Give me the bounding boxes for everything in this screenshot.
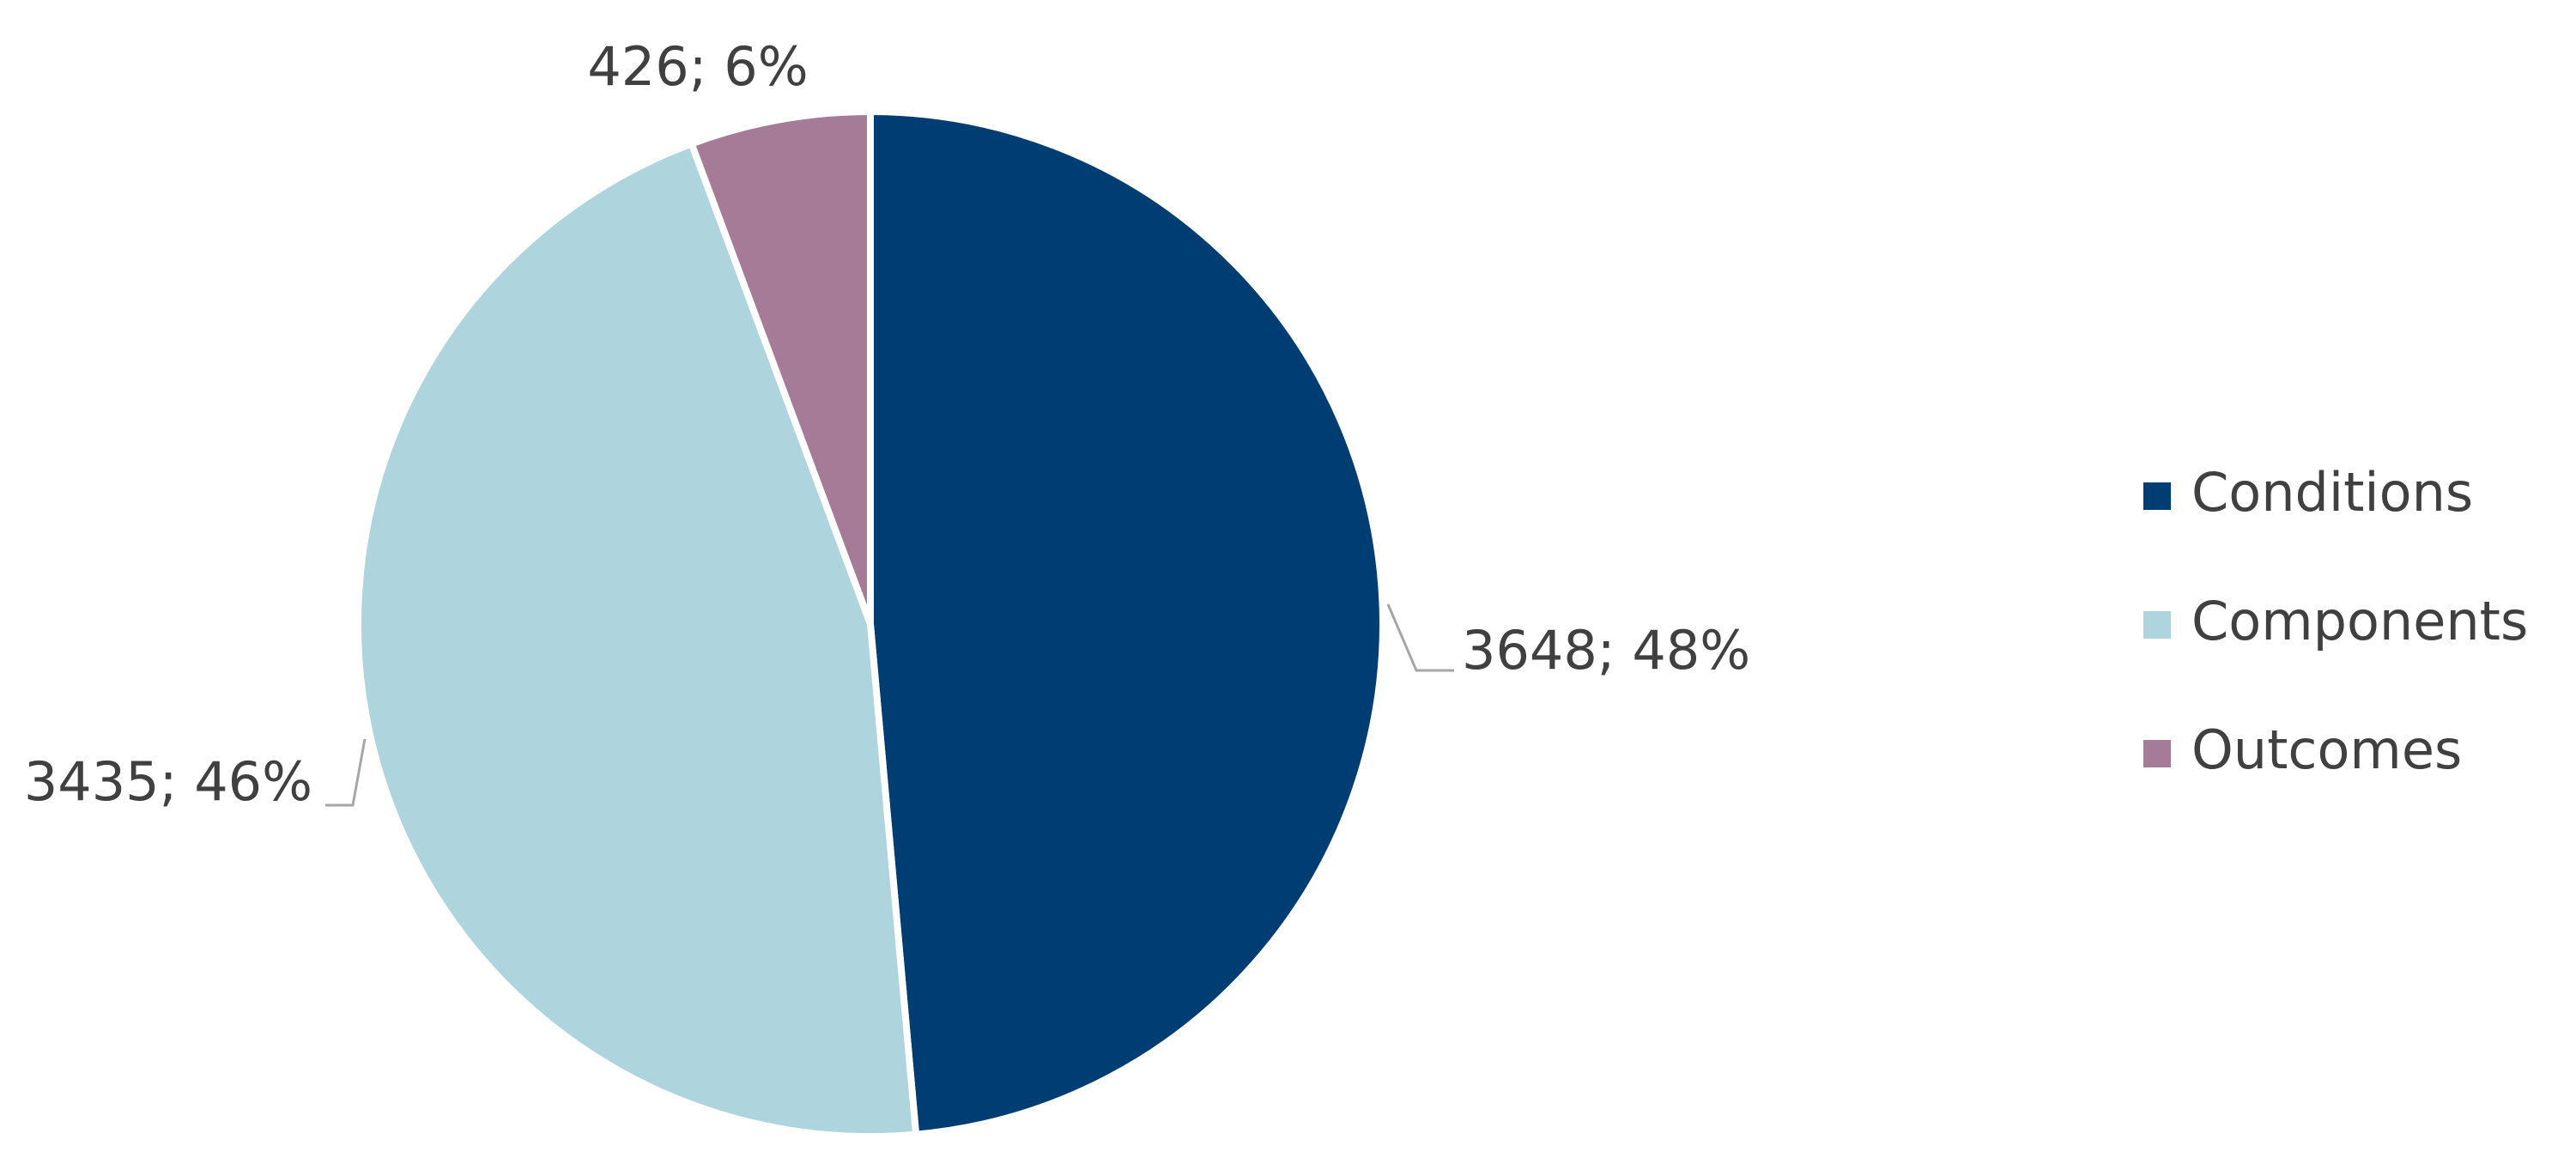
pie-slice bbox=[867, 108, 1386, 1138]
legend-swatch bbox=[2143, 611, 2171, 639]
data-label: 426; 6% bbox=[587, 35, 808, 98]
leader-line bbox=[1386, 603, 1454, 672]
leader-line bbox=[325, 738, 367, 807]
legend-label: Conditions bbox=[2191, 461, 2473, 524]
data-label: 3435; 46% bbox=[24, 750, 312, 813]
legend-label: Components bbox=[2191, 590, 2528, 652]
pie-slice bbox=[355, 140, 920, 1140]
legend-swatch bbox=[2143, 740, 2171, 767]
legend-label: Outcomes bbox=[2191, 718, 2462, 781]
pie-slice bbox=[688, 108, 874, 627]
legend-swatch bbox=[2143, 482, 2171, 510]
data-label: 3648; 48% bbox=[1462, 619, 1750, 682]
